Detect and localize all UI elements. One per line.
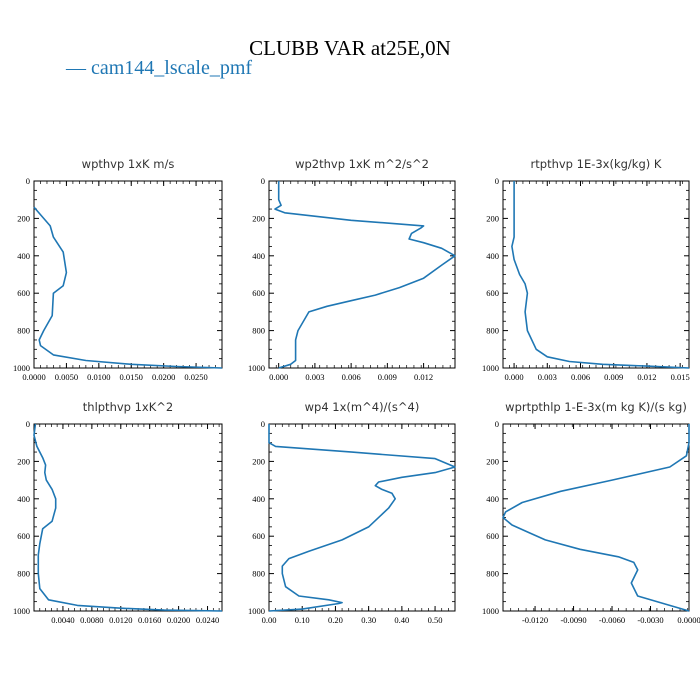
series-line xyxy=(274,181,456,369)
panel-title: wp4 1x(m^4)/(s^4) xyxy=(305,400,420,414)
x-tick-label: 0.50 xyxy=(428,615,443,625)
plot-frame xyxy=(33,423,223,612)
y-tick-label: 400 xyxy=(252,494,265,504)
x-tick-label: 0.003 xyxy=(305,372,324,382)
x-tick-label: 0.0250 xyxy=(184,372,207,382)
x-tick-label: 0.003 xyxy=(538,372,557,382)
y-tick-label: 0 xyxy=(495,176,499,186)
legend-line-marker: — xyxy=(66,57,86,79)
y-tick-label: 200 xyxy=(17,456,30,466)
plot-frame xyxy=(502,423,690,612)
x-tick-label: 0.0100 xyxy=(87,372,110,382)
x-tick-label: 0.0150 xyxy=(120,372,143,382)
x-tick-label: 0.000 xyxy=(269,372,288,382)
y-tick-label: 0 xyxy=(261,176,265,186)
plot-frame xyxy=(33,180,223,369)
chart-panel-6: wprtpthlp 1-E-3x(m kg K)/(s kg) 0 200 400 60… xyxy=(482,400,700,625)
x-tick-label: 0.00 xyxy=(262,615,277,625)
y-tick-label: 800 xyxy=(17,326,30,336)
y-tick-label: 800 xyxy=(486,326,499,336)
x-tick-label: 0.0040 xyxy=(51,615,74,625)
y-tick-label: 800 xyxy=(486,569,499,579)
y-tick-label: 200 xyxy=(486,456,499,466)
x-tick-label: 0.0000 xyxy=(677,615,700,625)
x-tick-label: 0.009 xyxy=(378,372,397,382)
x-tick-label: 0.006 xyxy=(342,372,361,382)
x-tick-label: 0.000 xyxy=(505,372,524,382)
y-tick-label: 600 xyxy=(252,531,265,541)
y-tick-label: 600 xyxy=(486,531,499,541)
panel-title: wpthvp 1xK m/s xyxy=(82,157,175,171)
panel-title: thlpthvp 1xK^2 xyxy=(83,400,173,414)
y-tick-label: 1000 xyxy=(482,606,499,616)
series-line xyxy=(33,206,223,369)
x-tick-label: -0.0060 xyxy=(599,615,625,625)
x-tick-label: 0.40 xyxy=(394,615,409,625)
y-tick-label: 800 xyxy=(252,326,265,336)
series-line xyxy=(511,181,690,369)
panel-title: wprtpthlp 1-E-3x(m kg K)/(s kg) xyxy=(505,400,687,414)
x-tick-label: 0.015 xyxy=(671,372,690,382)
y-tick-label: 200 xyxy=(252,456,265,466)
y-tick-label: 600 xyxy=(17,531,30,541)
y-tick-label: 0 xyxy=(261,419,265,429)
y-tick-label: 800 xyxy=(252,569,265,579)
plot-frame xyxy=(268,423,456,612)
y-tick-label: 400 xyxy=(252,251,265,261)
y-tick-label: 200 xyxy=(252,213,265,223)
y-tick-label: 0 xyxy=(495,419,499,429)
x-tick-label: 0.0050 xyxy=(55,372,78,382)
x-tick-label: -0.0090 xyxy=(560,615,586,625)
x-tick-label: 0.0200 xyxy=(167,615,190,625)
x-tick-label: 0.0240 xyxy=(196,615,219,625)
page-title: CLUBB VAR at25E,0N xyxy=(249,36,451,60)
chart-panel-4: thlpthvp 1xK^2 0 200 400 600 800 1000 0.0040 0.0… xyxy=(13,400,223,625)
y-tick-label: 400 xyxy=(17,494,30,504)
y-tick-label: 1000 xyxy=(248,606,265,616)
x-tick-label: 0.012 xyxy=(414,372,433,382)
x-tick-label: 0.0000 xyxy=(22,372,45,382)
y-tick-label: 400 xyxy=(486,251,499,261)
x-tick-label: 0.0080 xyxy=(80,615,103,625)
chart-panel-3: rtpthvp 1E-3x(kg/kg) K 0 200 400 600 800 1000 0… xyxy=(482,157,690,382)
y-tick-label: 400 xyxy=(486,494,499,504)
x-tick-label: 0.0200 xyxy=(152,372,175,382)
y-tick-label: 0 xyxy=(26,176,30,186)
series-line xyxy=(268,424,456,612)
x-tick-label: -0.0120 xyxy=(522,615,548,625)
chart-panel-2: wp2thvp 1xK m^2/s^2 0 200 400 600 800 1000 0.00… xyxy=(248,157,456,382)
y-tick-label: 1000 xyxy=(248,363,265,373)
legend-entry: — cam144_lscale_pmf xyxy=(66,57,252,80)
plot-frame xyxy=(502,180,690,369)
x-tick-label: 0.0120 xyxy=(109,615,132,625)
panel-title: rtpthvp 1E-3x(kg/kg) K xyxy=(531,157,662,171)
x-tick-label: 0.006 xyxy=(571,372,590,382)
y-tick-label: 1000 xyxy=(13,363,30,373)
panel-title: wp2thvp 1xK m^2/s^2 xyxy=(295,157,429,171)
y-tick-label: 1000 xyxy=(13,606,30,616)
y-tick-label: 400 xyxy=(17,251,30,261)
y-tick-label: 200 xyxy=(486,213,499,223)
y-tick-label: 200 xyxy=(17,213,30,223)
series-line xyxy=(33,423,223,612)
x-tick-label: 0.30 xyxy=(361,615,376,625)
plot-frame xyxy=(268,180,456,369)
y-tick-label: 1000 xyxy=(482,363,499,373)
y-tick-label: 0 xyxy=(26,419,30,429)
y-tick-label: 600 xyxy=(17,288,30,298)
x-tick-label: 0.012 xyxy=(637,372,656,382)
y-tick-label: 800 xyxy=(17,569,30,579)
y-tick-label: 600 xyxy=(486,288,499,298)
series-line xyxy=(502,424,690,612)
x-tick-label: -0.0030 xyxy=(637,615,663,625)
x-tick-label: 0.20 xyxy=(328,615,343,625)
x-tick-label: 0.009 xyxy=(604,372,623,382)
x-tick-label: 0.10 xyxy=(295,615,310,625)
y-tick-label: 600 xyxy=(252,288,265,298)
x-tick-label: 0.0160 xyxy=(138,615,161,625)
legend-series-name: cam144_lscale_pmf xyxy=(91,57,253,79)
